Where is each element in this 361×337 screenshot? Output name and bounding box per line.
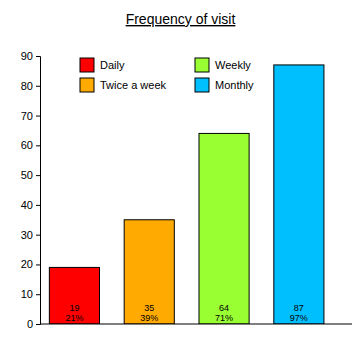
y-tick-label: 10 — [21, 288, 33, 300]
legend-label: Weekly — [215, 59, 251, 71]
y-tick-label: 0 — [27, 318, 33, 330]
percent-label: 71% — [215, 313, 233, 323]
percent-label: 97% — [290, 313, 308, 323]
percent-label: 39% — [140, 313, 158, 323]
legend-item: Twice a week — [80, 78, 167, 92]
bar — [274, 65, 324, 324]
legend-swatch — [80, 78, 94, 92]
y-tick-label: 40 — [21, 199, 33, 211]
y-tick-mark — [36, 175, 40, 176]
y-tick: 20 — [21, 258, 40, 270]
y-tick-mark — [36, 324, 40, 325]
bar — [124, 220, 174, 324]
legend-label: Twice a week — [100, 79, 167, 91]
y-tick-label: 70 — [21, 110, 33, 122]
data-label: 35 — [144, 303, 154, 313]
legend-label: Monthly — [215, 79, 254, 91]
legend-item: Daily — [80, 58, 125, 72]
legend-swatch — [80, 58, 94, 72]
y-tick: 40 — [21, 199, 40, 211]
percent-label: 21% — [65, 313, 83, 323]
y-tick-mark — [36, 116, 40, 117]
data-label: 19 — [69, 303, 79, 313]
title: Frequency of visit — [126, 11, 236, 27]
legend-swatch — [195, 58, 209, 72]
legend: Daily Twice a week Weekly Monthly — [80, 58, 254, 92]
y-tick-mark — [36, 56, 40, 57]
legend-item: Weekly — [195, 58, 251, 72]
y-tick-mark — [36, 145, 40, 146]
bar — [199, 133, 249, 324]
y-tick: 60 — [21, 139, 40, 151]
legend-swatch — [195, 78, 209, 92]
y-axis-line — [36, 57, 41, 325]
y-tick: 80 — [21, 80, 40, 92]
y-tick: 50 — [21, 169, 40, 181]
bar — [49, 267, 99, 324]
x-axis-line — [40, 324, 352, 325]
y-tick-label: 30 — [21, 229, 33, 241]
y-tick-label: 90 — [21, 50, 33, 62]
y-tick-mark — [36, 235, 40, 236]
y-tick-mark — [36, 205, 40, 206]
y-tick-label: 20 — [21, 258, 33, 270]
y-tick: 70 — [21, 110, 40, 122]
legend-label: Daily — [100, 59, 125, 71]
data-label: 87 — [294, 303, 304, 313]
y-tick-label: 80 — [21, 80, 33, 92]
bars — [49, 65, 324, 324]
y-axis: 0 10 20 30 40 50 60 70 80 90 — [21, 50, 41, 330]
y-tick: 30 — [21, 229, 40, 241]
y-tick: 90 — [21, 50, 40, 62]
y-tick-label: 60 — [21, 139, 33, 151]
y-tick-mark — [36, 294, 40, 295]
data-label: 64 — [219, 303, 229, 313]
chart: Frequency of visit 0 10 20 30 40 50 60 70 80 90 192… — [0, 0, 361, 337]
y-tick-mark — [36, 86, 40, 87]
data-labels: 1921% 3539% 6471% 8797% — [65, 303, 307, 323]
y-tick-label: 50 — [21, 169, 33, 181]
legend-item: Monthly — [195, 78, 254, 92]
y-tick: 0 — [27, 318, 40, 330]
y-tick: 10 — [21, 288, 40, 300]
y-tick-mark — [36, 264, 40, 265]
